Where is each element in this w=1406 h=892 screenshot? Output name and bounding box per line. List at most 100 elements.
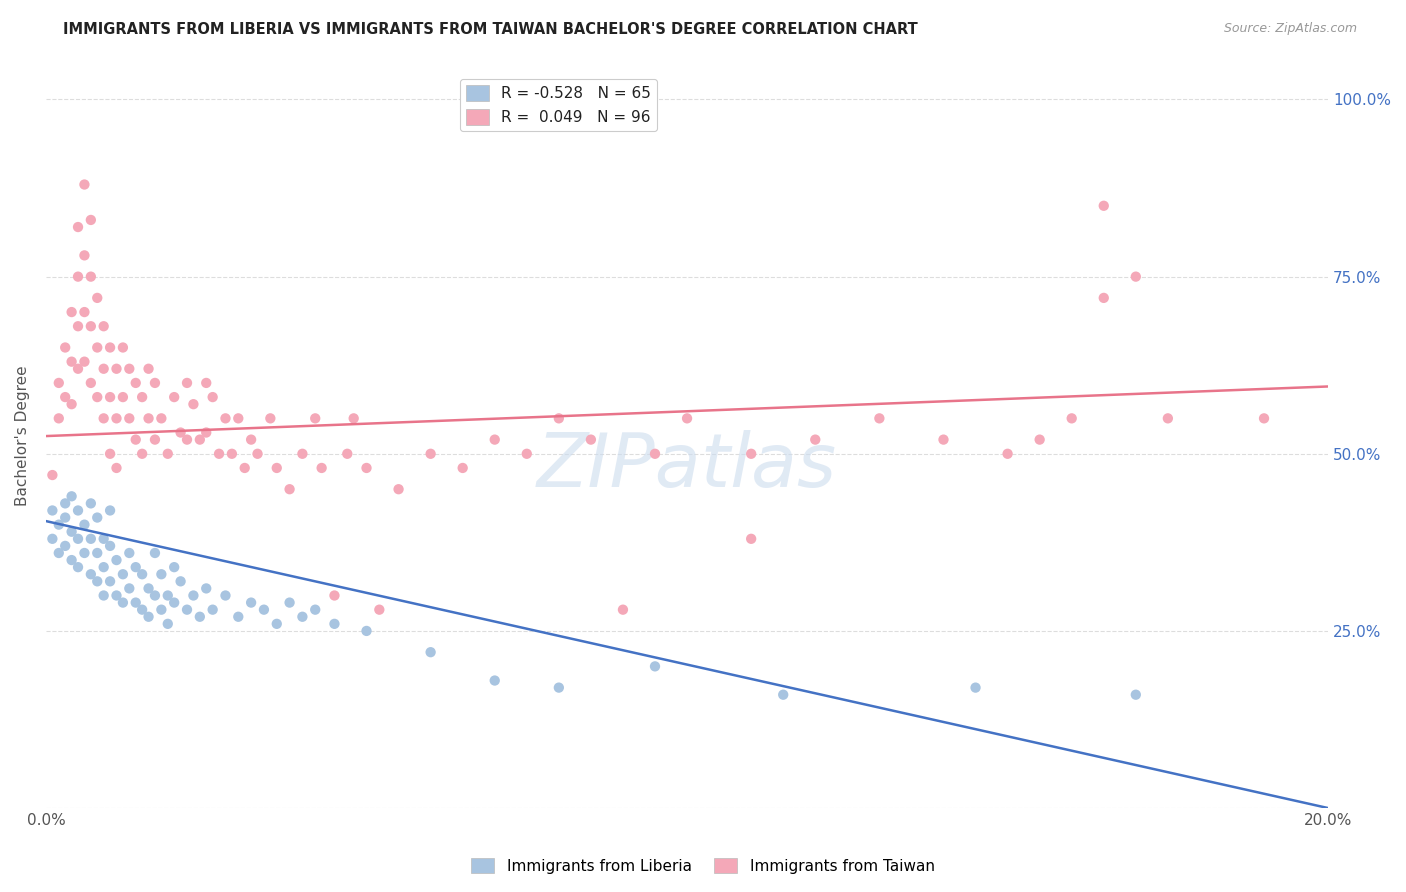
Point (41, 532, 63, 546)
Point (93, 411, 115, 425)
Point (195, 425, 218, 440)
Point (547, 681, 569, 695)
Point (98, 574, 121, 589)
Point (80, 376, 103, 390)
Point (484, 433, 506, 447)
Point (1125, 269, 1147, 284)
Point (80, 319, 103, 334)
Point (356, 624, 378, 638)
Point (66, 503, 89, 517)
Point (48, 411, 70, 425)
Point (98, 539, 121, 553)
Point (86, 510, 108, 524)
Point (547, 411, 569, 425)
Point (226, 609, 249, 624)
Point (368, 602, 391, 616)
Point (60, 553, 83, 567)
Point (73, 305, 96, 319)
Point (304, 602, 326, 616)
Legend: R = -0.528   N = 65, R =  0.049   N = 96: R = -0.528 N = 65, R = 0.049 N = 96 (460, 79, 658, 131)
Point (266, 461, 288, 475)
Point (195, 582, 218, 596)
Point (336, 447, 359, 461)
Point (323, 589, 346, 603)
Point (73, 517, 96, 532)
Point (156, 589, 179, 603)
Point (86, 574, 108, 589)
Point (201, 602, 224, 616)
Point (73, 354, 96, 368)
Point (131, 567, 153, 582)
Point (118, 361, 141, 376)
Point (221, 447, 243, 461)
Point (60, 354, 83, 368)
Point (125, 433, 148, 447)
Point (868, 411, 890, 425)
Point (183, 397, 205, 411)
Point (93, 361, 115, 376)
Point (644, 447, 666, 461)
Point (644, 659, 666, 673)
Point (143, 433, 166, 447)
Point (233, 461, 256, 475)
Point (48, 517, 70, 532)
Point (356, 461, 378, 475)
Point (53, 341, 76, 355)
Point (188, 433, 211, 447)
Point (169, 425, 191, 440)
Point (98, 447, 121, 461)
Point (1092, 199, 1115, 213)
Point (246, 447, 269, 461)
Point (111, 341, 134, 355)
Point (41, 503, 63, 517)
Point (804, 433, 827, 447)
Point (105, 461, 128, 475)
Point (53, 496, 76, 510)
Point (740, 447, 762, 461)
Point (419, 645, 441, 659)
Point (612, 602, 634, 616)
Point (60, 305, 83, 319)
Point (86, 291, 108, 305)
Point (163, 560, 186, 574)
Point (965, 681, 987, 695)
Point (93, 532, 115, 546)
Point (80, 496, 103, 510)
Point (226, 411, 249, 425)
Point (169, 574, 191, 589)
Point (150, 602, 173, 616)
Point (163, 596, 186, 610)
Point (66, 319, 89, 334)
Point (176, 602, 198, 616)
Point (419, 447, 441, 461)
Point (131, 447, 153, 461)
Point (150, 411, 173, 425)
Point (86, 390, 108, 404)
Point (183, 589, 205, 603)
Point (93, 589, 115, 603)
Point (138, 582, 160, 596)
Point (138, 609, 160, 624)
Point (41, 468, 63, 483)
Point (214, 589, 236, 603)
Point (80, 269, 103, 284)
Point (323, 616, 346, 631)
Point (86, 341, 108, 355)
Point (291, 447, 314, 461)
Point (66, 560, 89, 574)
Point (516, 447, 538, 461)
Point (932, 433, 955, 447)
Point (73, 178, 96, 192)
Point (208, 447, 231, 461)
Point (131, 602, 153, 616)
Point (484, 673, 506, 688)
Point (60, 489, 83, 503)
Point (111, 567, 134, 582)
Point (105, 361, 128, 376)
Point (53, 510, 76, 524)
Point (66, 532, 89, 546)
Point (291, 609, 314, 624)
Point (387, 482, 409, 496)
Point (1157, 411, 1180, 425)
Point (66, 269, 89, 284)
